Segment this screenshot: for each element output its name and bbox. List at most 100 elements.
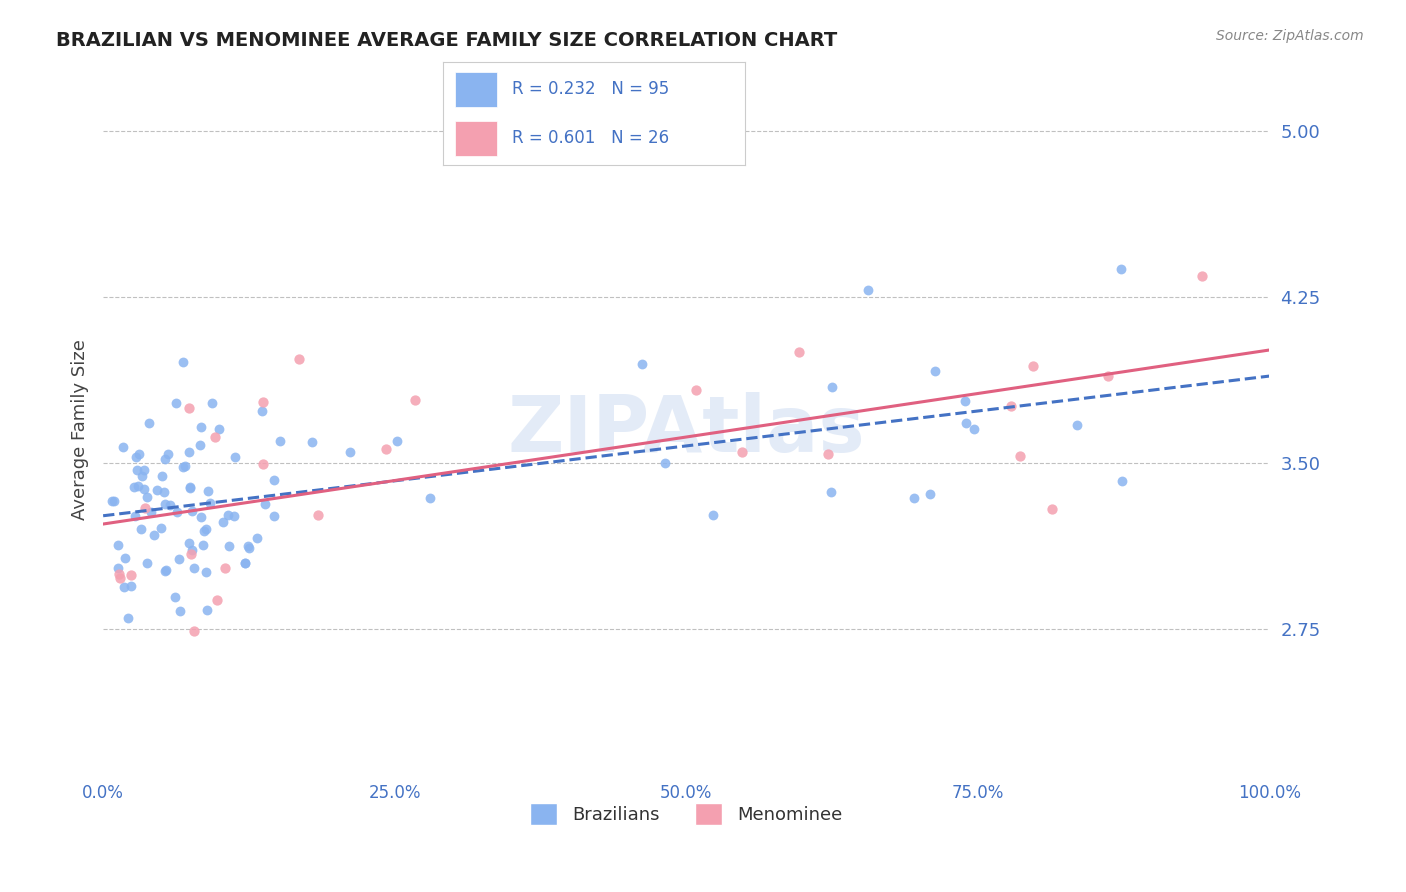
Point <box>246 532 269 546</box>
Point <box>287 351 309 366</box>
Point <box>155 497 177 511</box>
Point <box>263 509 285 524</box>
Point <box>205 593 228 607</box>
Point <box>224 450 246 465</box>
Bar <box>456 121 498 156</box>
Point <box>111 440 134 454</box>
Point <box>180 504 202 518</box>
Point <box>159 498 181 512</box>
Point <box>169 603 191 617</box>
Point <box>269 434 291 449</box>
Point <box>108 566 131 581</box>
Point <box>218 539 240 553</box>
Point <box>201 396 224 410</box>
Point <box>1191 268 1213 283</box>
Point <box>404 393 426 408</box>
Text: R = 0.601   N = 26: R = 0.601 N = 26 <box>512 128 669 147</box>
Point <box>150 468 173 483</box>
Point <box>1040 501 1063 516</box>
Point <box>122 480 145 494</box>
Point <box>167 552 190 566</box>
Point <box>190 509 212 524</box>
Point <box>131 468 153 483</box>
Point <box>654 456 676 470</box>
Point <box>1066 417 1088 432</box>
Point <box>301 435 323 450</box>
Bar <box>456 71 498 106</box>
Point <box>955 417 977 431</box>
Point <box>120 579 142 593</box>
Point <box>193 524 215 539</box>
Point <box>128 447 150 461</box>
Text: BRAZILIAN VS MENOMINEE AVERAGE FAMILY SIZE CORRELATION CHART: BRAZILIAN VS MENOMINEE AVERAGE FAMILY SI… <box>56 31 838 50</box>
Point <box>166 505 188 519</box>
Point <box>630 357 652 371</box>
Point <box>858 283 880 297</box>
Point <box>166 395 188 409</box>
Point <box>191 538 214 552</box>
Point <box>155 563 177 577</box>
Point <box>194 522 217 536</box>
Y-axis label: Average Family Size: Average Family Size <box>72 339 89 520</box>
Point <box>214 561 236 575</box>
Point <box>190 419 212 434</box>
Text: ZIPAtlas: ZIPAtlas <box>508 392 865 467</box>
Point <box>254 497 277 511</box>
Point <box>120 568 142 582</box>
Point <box>233 556 256 570</box>
Point <box>103 493 125 508</box>
Point <box>789 344 811 359</box>
Point <box>387 434 409 449</box>
Point <box>180 547 202 561</box>
Point <box>820 380 842 394</box>
Point <box>179 481 201 495</box>
Text: R = 0.232   N = 95: R = 0.232 N = 95 <box>512 79 669 97</box>
Point <box>136 490 159 504</box>
Point <box>419 491 441 506</box>
Point <box>962 421 984 435</box>
Point <box>238 539 260 553</box>
Point <box>953 394 976 409</box>
Point <box>174 458 197 473</box>
Point <box>375 442 398 457</box>
Legend: Brazilians, Menominee: Brazilians, Menominee <box>523 796 849 832</box>
Point <box>172 460 194 475</box>
Point <box>155 564 177 578</box>
Point <box>108 571 131 585</box>
Point <box>107 538 129 552</box>
Point <box>179 445 201 459</box>
Point <box>142 528 165 542</box>
Point <box>702 508 724 522</box>
Point <box>124 509 146 524</box>
Point <box>132 463 155 477</box>
Point <box>208 422 231 436</box>
Point <box>127 478 149 492</box>
Point <box>197 483 219 498</box>
Point <box>252 458 274 472</box>
Point <box>307 508 329 522</box>
Point <box>235 556 257 570</box>
Text: Source: ZipAtlas.com: Source: ZipAtlas.com <box>1216 29 1364 43</box>
Point <box>136 556 159 570</box>
Point <box>107 560 129 574</box>
Point <box>132 482 155 496</box>
Point <box>820 484 842 499</box>
Point <box>263 473 285 487</box>
Point <box>114 550 136 565</box>
Point <box>1000 399 1022 413</box>
Point <box>172 355 194 369</box>
Point <box>685 384 707 398</box>
Point <box>1022 359 1045 373</box>
Point <box>1111 261 1133 276</box>
Point <box>146 483 169 497</box>
Point <box>149 521 172 535</box>
Point <box>1008 449 1031 463</box>
Point <box>1097 368 1119 383</box>
Point <box>217 508 239 523</box>
Point <box>250 403 273 417</box>
Point <box>817 447 839 461</box>
Point <box>138 416 160 430</box>
Point <box>198 495 221 509</box>
Point <box>918 487 941 501</box>
Point <box>924 364 946 378</box>
